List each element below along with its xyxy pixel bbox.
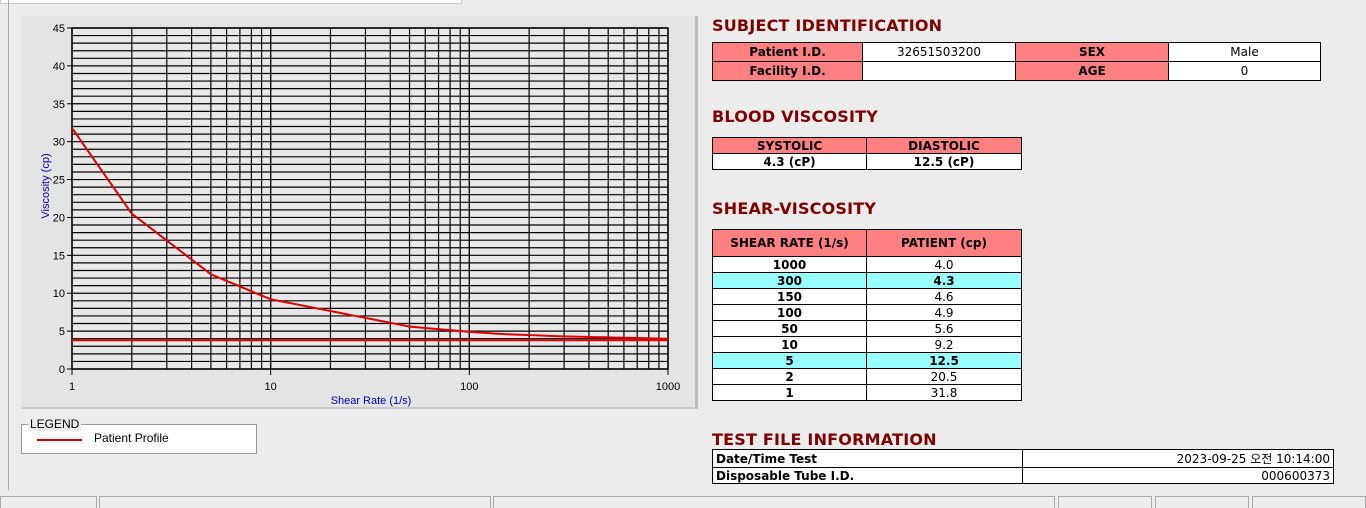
y-tick-label: 35 <box>53 99 65 111</box>
frame-border <box>8 0 9 490</box>
table-row: 150 4.6 <box>712 288 1022 305</box>
date-time-value: 2023-09-25 오전 10:14:00 <box>1022 449 1334 468</box>
shear-rate-cell: 50 <box>712 320 867 337</box>
table-row: 300 4.3 <box>712 272 1022 289</box>
x-tick-label: 1 <box>69 381 75 393</box>
systolic-value: 4.3 (cP) <box>712 153 867 170</box>
plot-area <box>72 28 668 369</box>
shear-rate-cell: 150 <box>712 288 867 305</box>
patient-header: PATIENT (cp) <box>866 229 1022 257</box>
table-row: 100 4.9 <box>712 304 1022 321</box>
systolic-label: SYSTOLIC <box>712 137 867 154</box>
blood-viscosity-title: BLOOD VISCOSITY <box>712 107 879 126</box>
table-row: 1000 4.0 <box>712 256 1022 273</box>
patient-id-label: Patient I.D. <box>712 42 863 62</box>
legend-line-swatch <box>37 439 82 441</box>
test-file-table: Date/Time Test 2023-09-25 오전 10:14:00 Dis… <box>712 449 1334 484</box>
x-tick-label: 10 <box>265 381 277 393</box>
status-panel <box>493 496 1055 508</box>
y-tick-label: 45 <box>53 23 65 35</box>
status-bar <box>0 496 1366 508</box>
facility-id-label: Facility I.D. <box>712 61 863 81</box>
patient-viscosity-cell: 20.5 <box>866 368 1022 385</box>
shear-rate-cell: 5 <box>712 352 867 369</box>
sex-label: SEX <box>1015 42 1169 62</box>
viscosity-chart-panel: 0 5 10 15 20 25 30 35 40 45 1 10 100 1000 Viscosity (c… <box>22 16 698 409</box>
shear-rate-cell: 300 <box>712 272 867 289</box>
table-row: 1 31.8 <box>712 384 1022 401</box>
tube-id-label: Disposable Tube I.D. <box>712 467 1023 484</box>
shear-viscosity-title: SHEAR-VISCOSITY <box>712 199 877 218</box>
patient-viscosity-cell: 4.6 <box>866 288 1022 305</box>
patient-viscosity-cell: 31.8 <box>866 384 1022 401</box>
shear-rate-cell: 1000 <box>712 256 867 273</box>
patient-profile-line <box>71 127 669 340</box>
table-row: 50 5.6 <box>712 320 1022 337</box>
top-input-box <box>0 0 462 4</box>
patient-viscosity-cell: 4.3 <box>866 272 1022 289</box>
patient-viscosity-cell: 5.6 <box>866 320 1022 337</box>
shear-rate-header: SHEAR RATE (1/s) <box>712 229 867 257</box>
blood-viscosity-table: SYSTOLIC DIASTOLIC 4.3 (cP) 12.5 (cP) <box>712 137 1022 170</box>
test-file-title: TEST FILE INFORMATION <box>712 430 937 449</box>
legend-title: LEGEND <box>28 417 82 431</box>
diastolic-label: DIASTOLIC <box>866 137 1022 154</box>
patient-viscosity-cell: 9.2 <box>866 336 1022 353</box>
sex-value: Male <box>1168 42 1321 62</box>
facility-id-value <box>862 61 1016 81</box>
legend-label: Patient Profile <box>94 431 169 445</box>
y-tick-label: 5 <box>59 326 65 338</box>
y-tick-label: 40 <box>53 61 65 73</box>
x-tick-label: 100 <box>460 381 478 393</box>
y-tick-label: 15 <box>53 250 65 262</box>
patient-viscosity-cell: 12.5 <box>866 352 1022 369</box>
patient-viscosity-cell: 4.9 <box>866 304 1022 321</box>
legend: LEGEND Patient Profile <box>21 417 257 454</box>
status-panel <box>1155 496 1249 508</box>
table-row: 2 20.5 <box>712 368 1022 385</box>
status-panel <box>1252 496 1366 508</box>
subject-table: Patient I.D. 32651503200 SEX Male Facility … <box>712 42 1321 81</box>
y-tick-label: 30 <box>53 137 65 149</box>
age-value: 0 <box>1168 61 1321 81</box>
y-tick-label: 0 <box>59 364 65 376</box>
viscosity-chart: 0 5 10 15 20 25 30 35 40 45 1 10 100 1000 Viscosity (c… <box>40 23 680 407</box>
shear-viscosity-table: SHEAR RATE (1/s) PATIENT (cp) 1000 4.0 300 4… <box>712 229 1022 401</box>
x-tick-label: 1000 <box>656 381 680 393</box>
shear-rate-cell: 1 <box>712 384 867 401</box>
table-row: 10 9.2 <box>712 336 1022 353</box>
plot-border <box>71 27 669 370</box>
date-time-label: Date/Time Test <box>712 449 1023 468</box>
age-label: AGE <box>1015 61 1169 81</box>
shear-rate-cell: 100 <box>712 304 867 321</box>
y-axis-label: Viscosity (cp) <box>40 153 52 218</box>
status-panel <box>99 496 491 508</box>
subject-title: SUBJECT IDENTIFICATION <box>712 16 943 35</box>
diastolic-value: 12.5 (cP) <box>866 153 1022 170</box>
table-row: 5 12.5 <box>712 352 1022 369</box>
shear-rate-cell: 2 <box>712 368 867 385</box>
y-tick-label: 25 <box>53 175 65 187</box>
shear-rate-cell: 10 <box>712 336 867 353</box>
tube-id-value: 000600373 <box>1022 467 1334 484</box>
patient-id-value: 32651503200 <box>862 42 1016 62</box>
patient-viscosity-cell: 4.0 <box>866 256 1022 273</box>
y-tick-label: 20 <box>53 212 65 224</box>
x-axis-label: Shear Rate (1/s) <box>331 395 412 407</box>
y-tick-label: 10 <box>53 288 65 300</box>
status-panel <box>0 496 97 508</box>
status-panel <box>1058 496 1152 508</box>
